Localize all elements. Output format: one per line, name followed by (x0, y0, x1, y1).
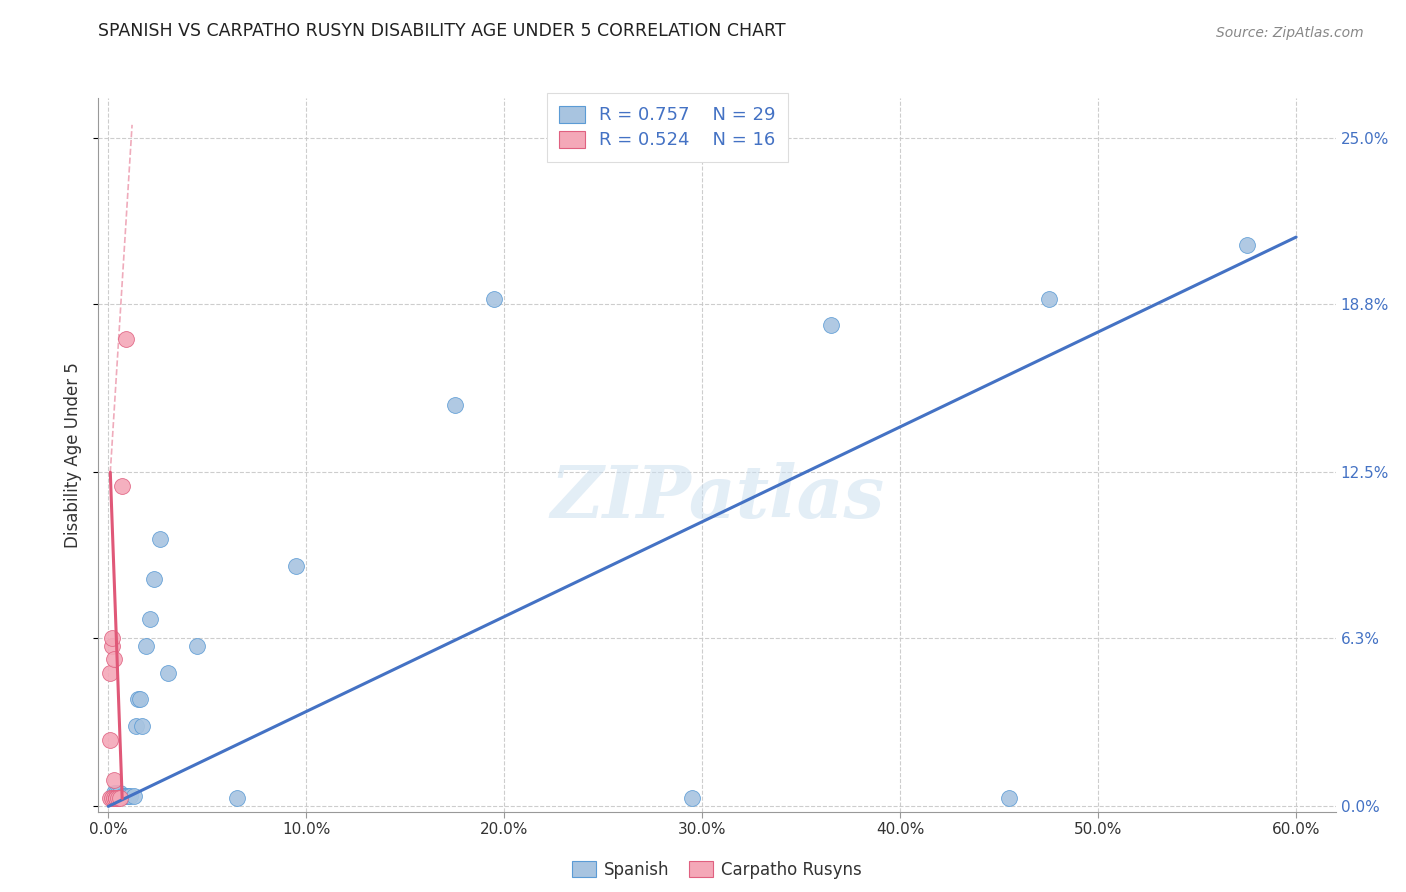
Point (101, 791, 124, 805)
Point (226, 791, 249, 805)
Point (101, 639, 124, 653)
Point (135, 639, 157, 653)
Point (115, 789, 138, 803)
Point (103, 786, 125, 800)
Point (681, 791, 703, 805)
Point (129, 692, 152, 706)
Point (98, 665, 121, 680)
Point (103, 772, 125, 787)
Point (107, 786, 129, 800)
Point (105, 791, 128, 805)
Point (111, 478, 134, 492)
Point (98, 791, 121, 805)
Point (125, 719, 148, 733)
Point (149, 532, 172, 546)
Point (117, 789, 139, 803)
Point (1038, 292, 1060, 306)
Point (98, 732, 121, 747)
Point (142, 572, 165, 586)
Point (115, 332, 138, 346)
Text: SPANISH VS CARPATHO RUSYN DISABILITY AGE UNDER 5 CORRELATION CHART: SPANISH VS CARPATHO RUSYN DISABILITY AGE… (98, 22, 786, 40)
Point (122, 789, 145, 803)
Y-axis label: Disability Age Under 5: Disability Age Under 5 (65, 362, 83, 548)
Point (105, 791, 128, 805)
Text: ZIPatlas: ZIPatlas (550, 462, 884, 533)
Point (112, 789, 135, 803)
Point (120, 789, 142, 803)
Point (131, 719, 153, 733)
Point (156, 665, 179, 680)
Legend: Spanish, Carpatho Rusyns: Spanish, Carpatho Rusyns (565, 855, 869, 886)
Point (103, 652, 125, 666)
Point (105, 786, 128, 800)
Point (1236, 238, 1258, 252)
Point (107, 791, 129, 805)
Point (103, 791, 125, 805)
Text: Source: ZipAtlas.com: Source: ZipAtlas.com (1216, 26, 1364, 40)
Point (108, 786, 131, 800)
Point (484, 292, 506, 306)
Point (285, 558, 308, 573)
Point (820, 318, 842, 333)
Point (443, 399, 465, 413)
Point (998, 791, 1021, 805)
Point (111, 789, 134, 803)
Point (186, 639, 208, 653)
Point (139, 612, 162, 626)
Point (101, 631, 124, 645)
Point (105, 791, 128, 805)
Point (108, 791, 131, 805)
Point (127, 692, 149, 706)
